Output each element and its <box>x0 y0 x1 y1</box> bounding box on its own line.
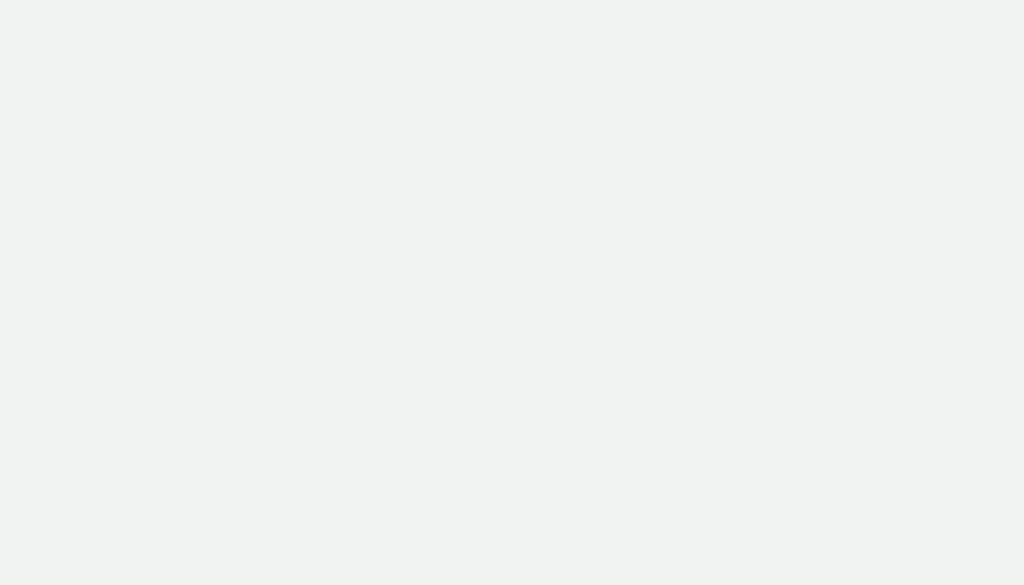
flow-diagram <box>0 0 1024 585</box>
edge-layer <box>0 0 1024 585</box>
